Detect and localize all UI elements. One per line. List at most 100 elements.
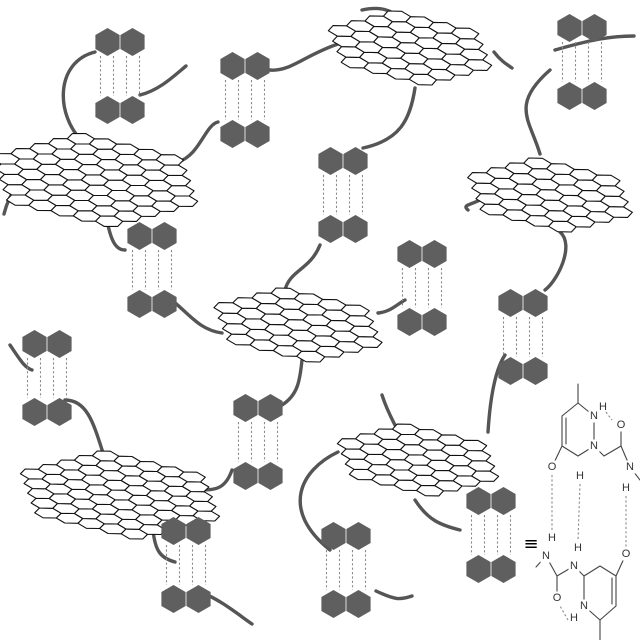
chain-segment xyxy=(172,300,224,335)
chain-segment xyxy=(524,68,552,156)
upy-unit-ring xyxy=(22,330,47,358)
upy-unit-ring xyxy=(186,517,211,545)
upy-dimer xyxy=(220,52,270,148)
upy-unit-ring xyxy=(245,52,270,80)
upy-unit-ring xyxy=(161,517,186,545)
aromatic-ring xyxy=(450,27,480,40)
atom-label: N xyxy=(580,600,588,612)
atom-label: N xyxy=(542,550,550,562)
graphene-sheet xyxy=(467,157,633,233)
upy-unit-ring xyxy=(557,82,582,110)
chain-segment xyxy=(376,298,407,315)
upy-unit-ring xyxy=(343,147,368,175)
graphene-sheet xyxy=(0,133,199,227)
aromatic-ring xyxy=(591,174,621,187)
aromatic-ring xyxy=(155,154,185,166)
upy-unit-ring xyxy=(152,290,177,318)
graphene-sheets xyxy=(0,10,633,540)
upy-dimer xyxy=(498,289,548,385)
upy-unit-ring xyxy=(22,398,47,426)
upy-unit-ring xyxy=(321,522,346,550)
atom-label: N xyxy=(590,410,598,422)
upy-unit-ring xyxy=(318,215,343,243)
chain-segment xyxy=(298,450,340,552)
upy-dimer xyxy=(127,222,177,318)
chain-segment xyxy=(361,86,417,150)
upy-unit-ring xyxy=(47,330,72,358)
upy-unit-ring xyxy=(582,14,607,42)
graphene-sheet xyxy=(327,10,493,86)
upy-unit-ring xyxy=(346,522,371,550)
chain-segment xyxy=(268,42,340,72)
atom-label: H xyxy=(622,482,630,494)
upy-unit-ring xyxy=(582,82,607,110)
upy-unit-ring xyxy=(523,357,548,385)
chain-segment xyxy=(374,589,414,601)
chain-segment xyxy=(138,64,188,97)
upy-dimer xyxy=(22,330,72,426)
hydrogen-bond xyxy=(559,605,569,621)
upy-dimer xyxy=(321,522,371,618)
upy-unit-ring xyxy=(152,222,177,250)
atom-label: O xyxy=(548,461,557,473)
atom-label: N xyxy=(570,560,578,572)
atom-label: N xyxy=(590,440,598,452)
aromatic-ring xyxy=(178,471,206,483)
chain-segment xyxy=(486,353,507,434)
atom-label: H xyxy=(574,542,582,554)
chain-segment xyxy=(464,198,482,212)
upy-unit-ring xyxy=(47,398,72,426)
upy-dimer xyxy=(557,14,607,110)
hydrogen-bond xyxy=(605,411,613,421)
upy-unit-ring xyxy=(120,28,145,56)
graphene-sheet xyxy=(336,423,500,497)
upy-unit-ring xyxy=(258,462,283,490)
atom-label: O xyxy=(617,419,626,431)
upy-unit-ring xyxy=(95,28,120,56)
atom-label: N xyxy=(626,461,634,473)
upy-unit-ring xyxy=(127,290,152,318)
upy-unit-ring xyxy=(318,147,343,175)
atom-label: O xyxy=(553,592,562,604)
upy-unit-ring xyxy=(161,585,186,613)
upy-unit-ring xyxy=(343,215,368,243)
chain-segment xyxy=(413,498,462,532)
chain-segment xyxy=(8,343,34,372)
chain-segment xyxy=(176,120,220,164)
upy-dimer xyxy=(466,487,516,583)
upy-dimer xyxy=(397,240,447,336)
upy-unit-ring xyxy=(498,357,523,385)
upy-unit-ring xyxy=(233,462,258,490)
upy-dimers xyxy=(22,14,607,618)
upy-dimer xyxy=(95,28,145,124)
graphene-sheet xyxy=(213,287,383,363)
atom-label: O xyxy=(622,548,631,560)
chain-segment xyxy=(492,50,514,70)
upy-unit-ring xyxy=(422,240,447,268)
upy-unit-ring xyxy=(422,308,447,336)
upy-unit-ring xyxy=(245,120,270,148)
upy-unit-ring xyxy=(127,222,152,250)
upy-unit-ring xyxy=(186,585,211,613)
upy-unit-ring xyxy=(397,240,422,268)
hydrogen-bond xyxy=(577,483,581,541)
upy-unit-ring xyxy=(491,555,516,583)
upy-dimer xyxy=(318,147,368,243)
chain-segment xyxy=(283,243,322,292)
upy-unit-ring xyxy=(321,590,346,618)
chain-segment xyxy=(543,230,568,292)
upy-unit-ring xyxy=(95,96,120,124)
atom-label: H xyxy=(548,532,556,544)
atom-label: H xyxy=(576,470,584,482)
upy-unit-ring xyxy=(498,289,523,317)
upy-unit-ring xyxy=(258,394,283,422)
upy-dimer xyxy=(161,517,211,613)
atom-label: H xyxy=(570,612,578,624)
upy-unit-ring xyxy=(233,394,258,422)
upy-unit-ring xyxy=(557,14,582,42)
aromatic-ring xyxy=(340,304,370,317)
